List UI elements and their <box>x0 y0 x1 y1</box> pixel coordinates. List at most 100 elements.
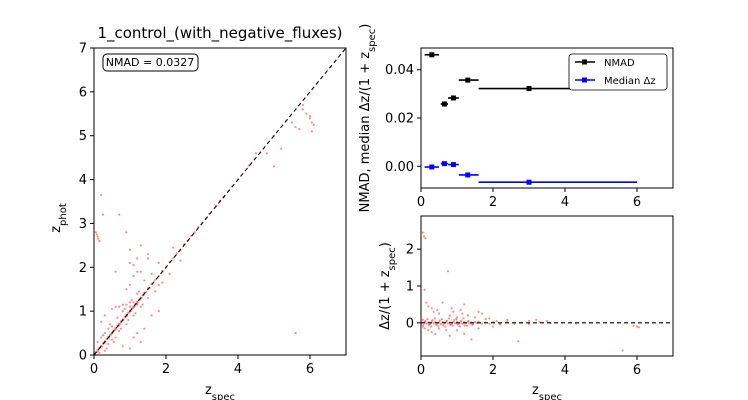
residual-point <box>473 316 477 319</box>
scatter-point <box>109 333 112 336</box>
nmad-panel: 0 2 4 6 0.00 0.02 0.04 NMAD Median Δz NMAD, m… <box>358 24 674 212</box>
scatter-point <box>101 334 105 337</box>
residual-point <box>445 320 448 323</box>
legend-median-marker <box>582 77 587 83</box>
scatter-point <box>136 301 140 304</box>
scatter-point <box>150 314 153 317</box>
residual-point <box>621 349 624 352</box>
residual-point <box>459 321 462 324</box>
x-tick-label: 4 <box>561 363 569 378</box>
residual-point <box>421 318 424 321</box>
residual-point <box>535 318 538 321</box>
residual-point <box>545 319 549 323</box>
main-x-axis-ticks: 0 2 4 6 <box>90 355 314 377</box>
series-marker <box>429 52 435 58</box>
residual-point <box>459 308 462 312</box>
scatter-point <box>310 130 313 133</box>
scatter-point <box>115 327 118 330</box>
scatter-point <box>94 231 97 234</box>
scatter-point <box>128 261 132 264</box>
scatter-point <box>145 290 148 293</box>
scatter-point <box>305 112 308 115</box>
scatter-point <box>95 233 98 236</box>
residual-point <box>425 322 428 325</box>
residual-point <box>435 323 438 326</box>
scatter-point <box>98 351 101 354</box>
scatter-point <box>312 123 315 126</box>
residual-point <box>445 329 448 332</box>
residual-point <box>477 327 480 330</box>
scatter-point <box>172 246 175 249</box>
residual-point <box>450 322 453 326</box>
scatter-point <box>121 345 124 348</box>
residual-point <box>456 323 459 326</box>
y-tick-label: 2 <box>406 243 414 258</box>
series-marker <box>526 179 532 185</box>
residual-point <box>491 325 495 328</box>
scatter-point <box>139 244 142 247</box>
residual-point <box>455 329 459 332</box>
scatter-point <box>128 347 132 350</box>
residual-point <box>427 305 430 308</box>
scatter-point <box>272 165 276 168</box>
scatter-point <box>100 345 104 348</box>
y-tick-label: 0 <box>406 316 414 331</box>
residual-point <box>466 314 469 317</box>
scatter-point <box>168 272 171 275</box>
residual-point <box>437 327 441 330</box>
residual-point <box>466 320 469 323</box>
residual-point <box>455 318 458 321</box>
scatter-point <box>125 288 128 291</box>
scatter-point <box>96 340 99 343</box>
scatter-point <box>139 340 142 343</box>
scatter-point <box>103 349 106 352</box>
scatter-point <box>110 333 113 336</box>
x-tick-label: 4 <box>234 362 242 377</box>
residual-point <box>425 301 428 304</box>
series-marker <box>441 161 447 167</box>
scatter-point <box>121 303 124 306</box>
residual-point <box>422 235 425 238</box>
scatter-point <box>134 312 137 315</box>
residual-point <box>428 322 432 326</box>
scatter-point <box>154 290 157 293</box>
residual-point <box>433 317 436 320</box>
y-tick-label: 3 <box>79 217 87 232</box>
residual-point <box>422 323 425 326</box>
residual-point <box>453 319 456 322</box>
scatter-point <box>100 321 103 324</box>
residual-point <box>506 318 509 321</box>
scatter-point <box>154 278 157 282</box>
scatter-point <box>132 301 135 304</box>
series-marker <box>429 164 435 170</box>
residual-point <box>446 322 450 325</box>
scatter-point <box>136 331 139 335</box>
scatter-point <box>128 305 132 308</box>
main-panel-frame <box>93 47 347 356</box>
scatter-point <box>96 235 99 238</box>
x-tick-label: 2 <box>489 363 497 378</box>
residual-point <box>637 326 640 329</box>
scatter-point <box>254 152 258 155</box>
residual-point <box>477 310 480 313</box>
residual-point <box>424 319 427 323</box>
residual-point <box>473 321 477 324</box>
scatter-point <box>125 303 128 306</box>
residual-point <box>481 322 484 325</box>
scatter-point <box>143 279 146 282</box>
residual-point <box>446 270 450 273</box>
residual-point <box>527 319 531 323</box>
series-marker <box>465 172 471 178</box>
y-tick-label: 0.04 <box>385 63 414 78</box>
scatter-point <box>100 336 103 339</box>
residual-point <box>452 310 455 313</box>
residual-point <box>467 319 470 323</box>
scatter-point <box>107 342 110 346</box>
scatter-point <box>107 327 110 330</box>
legend-box <box>568 53 668 91</box>
residual-point <box>488 322 491 326</box>
residual-point <box>426 318 429 321</box>
residual-point <box>517 340 520 343</box>
nmad-annotation: NMAD = 0.0327 <box>106 56 194 69</box>
